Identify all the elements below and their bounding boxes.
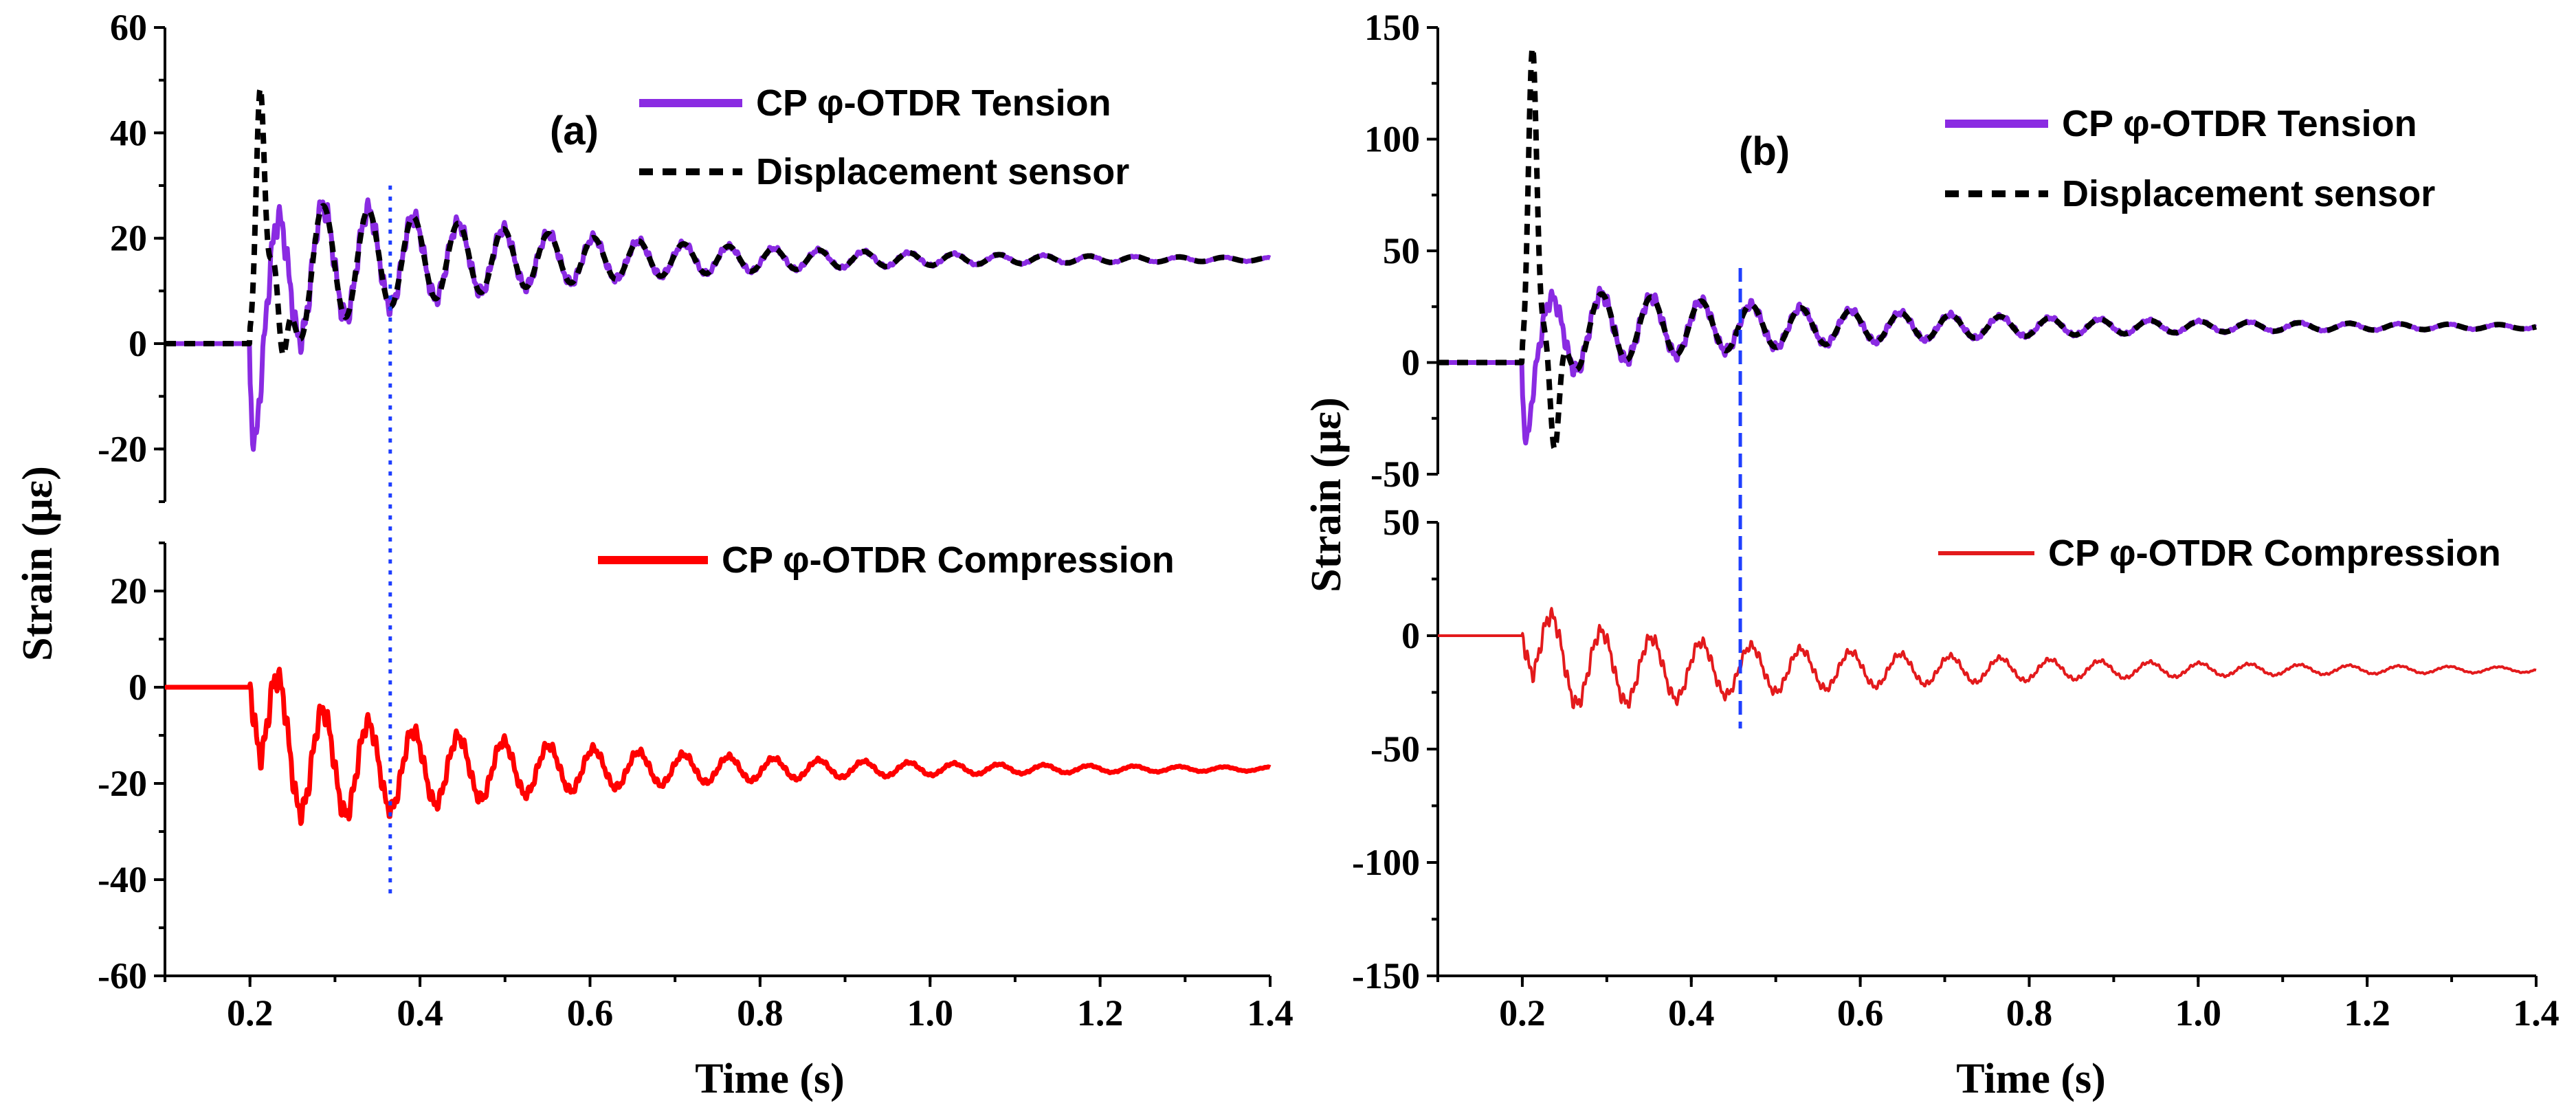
subplot-top-1: -50 0 50 100 150	[1364, 7, 2538, 495]
y-tick-label-top-0-0: -20	[98, 428, 147, 469]
y-tick-label-top-1-1: 0	[1401, 342, 1420, 383]
x-tick-label-0-6: 1.4	[1247, 992, 1293, 1034]
subplot-bot-1: 0.2 0.4 0.6 0.8 1.0 1.2 1.4 -150 -100 -50 0 50	[1352, 502, 2560, 1034]
x-tick-label-0-0: 0.2	[227, 992, 274, 1034]
legend-label-compression-b: CP φ-OTDR Compression	[2048, 533, 2501, 574]
subplot-bot-0: 0.2 0.4 0.6 0.8 1.0 1.2 1.4 -60 -40 -20 0 20	[98, 542, 1293, 1034]
y-tick-label-bot-0-4: 20	[110, 570, 147, 612]
y-tick-label-bot-1-1: -100	[1352, 842, 1420, 883]
y-tick-label-bot-1-0: -150	[1352, 955, 1420, 996]
y-tick-label-bot-1-4: 50	[1383, 502, 1420, 543]
x-tick-label-1-5: 1.2	[2344, 992, 2390, 1034]
y-tick-label-bot-0-0: -60	[98, 955, 147, 996]
y-tick-label-top-1-4: 150	[1364, 7, 1420, 48]
series-line-bot-1-0	[1437, 607, 2537, 709]
x-tick-label-1-0: 0.2	[1499, 992, 1546, 1034]
x-axis-title-b: Time (s)	[1956, 1056, 2106, 1102]
panel-label-b: (b)	[1739, 129, 1790, 174]
y-tick-label-bot-0-1: -40	[98, 859, 147, 900]
x-tick-label-1-2: 0.6	[1837, 992, 1884, 1034]
x-tick-label-0-2: 0.6	[567, 992, 614, 1034]
subplot-top-0: -20 0 20 40 60	[98, 7, 1272, 503]
y-axis-title-a: Strain (με)	[14, 466, 61, 661]
series-line-bot-0-0	[163, 667, 1272, 826]
legend-label-displacement-a: Displacement sensor	[756, 151, 1129, 192]
legend-a: CP φ-OTDR Tension Displacement sensor CP…	[598, 82, 1175, 581]
x-tick-label-1-4: 1.0	[2175, 992, 2222, 1034]
legend-b: CP φ-OTDR Tension Displacement sensor CP…	[1938, 103, 2501, 574]
y-tick-label-top-0-2: 20	[110, 218, 147, 259]
chart-panel-a: Strain (με) Time (s) (a) CP φ-OTDR Tensi…	[14, 7, 1293, 1102]
x-tick-label-1-6: 1.4	[2513, 992, 2560, 1034]
y-tick-label-bot-0-3: 0	[129, 667, 147, 708]
y-tick-label-top-1-3: 100	[1364, 119, 1420, 160]
y-tick-label-top-1-2: 50	[1383, 230, 1420, 271]
x-tick-label-1-3: 0.8	[2006, 992, 2053, 1034]
y-tick-label-bot-1-2: -50	[1370, 728, 1420, 770]
x-tick-label-1-1: 0.4	[1668, 992, 1715, 1034]
series-line-top-0-1	[163, 85, 1272, 358]
x-tick-label-0-4: 1.0	[907, 992, 953, 1034]
y-tick-label-top-0-1: 0	[129, 323, 147, 364]
legend-label-displacement-b: Displacement sensor	[2062, 173, 2435, 214]
legend-label-tension-b: CP φ-OTDR Tension	[2062, 103, 2417, 144]
x-tick-label-0-1: 0.4	[397, 992, 443, 1034]
x-tick-label-0-5: 1.2	[1077, 992, 1124, 1034]
y-tick-label-bot-1-3: 0	[1401, 615, 1420, 656]
y-tick-label-top-0-3: 40	[110, 112, 147, 153]
panel-label-a: (a)	[550, 109, 599, 153]
y-tick-label-bot-0-2: -20	[98, 763, 147, 804]
y-axis-title-b: Strain (με)	[1303, 397, 1350, 592]
legend-label-tension-a: CP φ-OTDR Tension	[756, 82, 1111, 124]
series-line-top-1-0	[1436, 285, 2538, 446]
x-axis-title-a: Time (s)	[695, 1056, 845, 1102]
series-line-top-1-1	[1436, 45, 2538, 452]
y-tick-label-top-1-0: -50	[1370, 454, 1420, 495]
y-tick-label-top-0-4: 60	[110, 7, 147, 48]
x-tick-label-0-3: 0.8	[737, 992, 784, 1034]
series-line-top-0-0	[163, 197, 1272, 452]
chart-panel-b: Strain (με) Time (s) (b) CP φ-OTDR Tensi…	[1303, 7, 2560, 1102]
legend-label-compression-a: CP φ-OTDR Compression	[722, 539, 1175, 581]
